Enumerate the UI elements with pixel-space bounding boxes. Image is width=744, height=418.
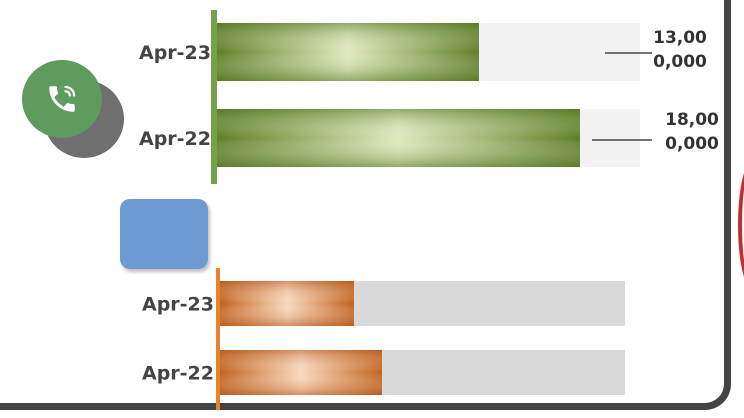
data-label: 13,00 0,000 — [653, 28, 707, 72]
category-label: Apr-23 — [142, 294, 214, 316]
category-label: Apr-22 — [139, 128, 211, 150]
bar-shading — [220, 350, 382, 395]
phone-badge — [22, 60, 102, 138]
phone-icon — [49, 85, 76, 112]
bar-shading — [220, 281, 354, 326]
slide-frame — [0, 0, 731, 410]
category-axis — [211, 10, 217, 184]
category-label: Apr-22 — [142, 363, 214, 385]
bar-shading — [217, 109, 580, 167]
data-label: 18,00 0,000 — [665, 110, 719, 154]
category-label: Apr-23 — [139, 42, 211, 64]
category-axis — [216, 268, 220, 410]
bar-shading — [217, 23, 479, 81]
blue-square-shape — [120, 199, 208, 269]
